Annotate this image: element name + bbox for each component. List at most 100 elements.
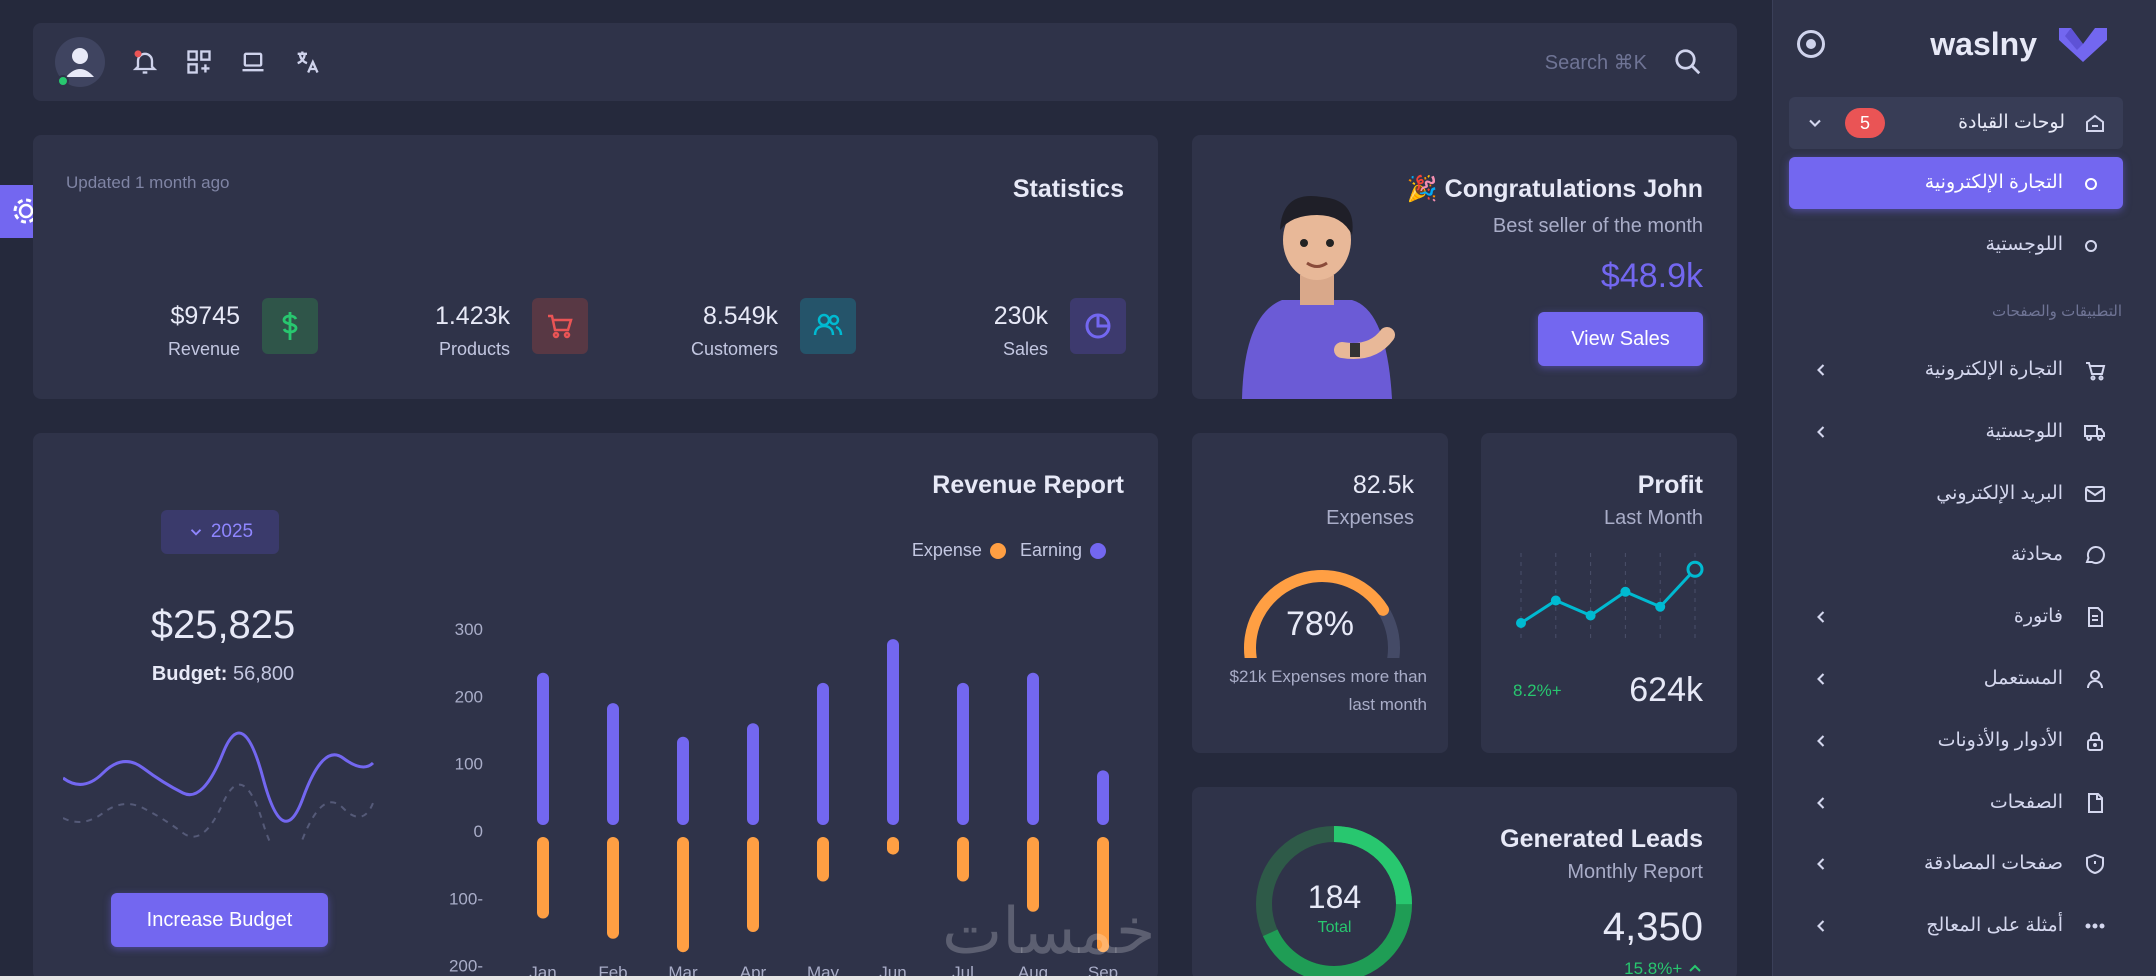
sidebar-item-dots[interactable]: أمثلة على المعالج [1789,900,2123,952]
brand-name[interactable]: waslny [1930,26,2037,62]
bar-earning-feb [607,703,619,825]
bar-earning-mar [677,736,689,825]
chevron-left-icon[interactable] [1811,854,1831,874]
bar-earning-jun [887,639,899,825]
sidebar-item-cart[interactable]: التجارة الإلكترونية [1789,344,2123,396]
leads-total-value: 184 [1307,879,1362,915]
bar-expense-may [817,837,829,882]
revenue-bar-chart: 300 200 100 0 100- 200- Jan Feb Mar Apr May Jun Jul A… [449,620,1118,980]
dollar-icon [262,298,318,354]
sidebar-item-lock[interactable]: الأدوار والأذونات [1789,715,2123,767]
search-icon[interactable] [1673,47,1703,77]
sidebar-collapse-toggle[interactable] [1797,30,1825,58]
search-input[interactable]: Search ⌘K [1544,52,1647,74]
sidebar-item-label: لوحات القيادة [1958,112,2065,133]
user-icon [2087,670,2103,689]
sidebar-item-user[interactable]: المستعمل [1789,653,2123,705]
apps-icon[interactable] [185,48,213,76]
year-dropdown[interactable]: 2025 [161,510,279,554]
leads-change: 15.8%+ [1624,959,1703,979]
stat-label: Products [438,339,510,359]
chevron-left-icon[interactable] [1811,731,1831,751]
pie-chart-icon [1070,298,1126,354]
bar-earning-jan [537,672,549,825]
revenue-report-title: Revenue Report [932,471,1124,499]
sidebar-item-dashboards[interactable]: لوحات القيادة 5 [1789,97,2123,149]
stat-label: Customers [690,339,778,359]
sidebar-item-mail[interactable]: البريد الإلكتروني [1789,468,2123,520]
bell-icon[interactable] [131,48,159,76]
home-icon [2086,114,2104,132]
chevron-left-icon[interactable] [1811,793,1831,813]
sidebar-item-label: البريد الإلكتروني [1936,482,2063,504]
congratulations-title: 🎉 Congratulations John [1406,175,1703,203]
circle-icon [2085,178,2097,190]
translate-icon[interactable] [293,48,321,76]
watermark: خمسات [942,895,1156,969]
expenses-percent: 78% [1285,605,1355,643]
stat-customers: 8.549k Customers [636,298,856,359]
y-tick-label: 200 [455,687,483,706]
y-tick-label: 100- [449,889,483,908]
laptop-icon[interactable] [239,48,267,76]
sidebar: waslny لوحات القيادة 5 التجارة الإلكترون… [1772,0,2156,980]
character-illustration [1242,195,1395,399]
legend-expense[interactable]: Expense [912,540,1006,561]
legend-marker-expense [989,543,1006,560]
legend-marker-earning [1090,543,1106,560]
sidebar-item-truck[interactable]: اللوجستية [1789,406,2123,458]
sidebar-item-label: التجارة الإلكترونية [1924,172,2063,193]
revenue-amount: $25,825 [150,603,296,647]
congratulations-subtitle: Best seller of the month [1492,215,1703,237]
chevron-left-icon[interactable] [1811,669,1831,689]
bar-expense-aug [1027,837,1039,912]
profit-point [1655,601,1666,612]
statistics-card: Statistics Updated 1 month ago 230k Sale… [33,135,1158,399]
sidebar-subitem-ecommerce[interactable]: التجارة الإلكترونية [1789,157,2123,209]
profit-title: Profit [1637,471,1703,499]
chevron-left-icon[interactable] [1811,916,1831,936]
sidebar-item-invoice[interactable]: فاتورة [1789,591,2123,643]
stat-value: 230k [993,302,1048,330]
x-tick-label: Jan [529,963,556,980]
chevron-left-icon[interactable] [1811,422,1831,442]
sidebar-item-label: فاتورة [2013,606,2063,628]
sidebar-item-file[interactable]: الصفحات [1789,777,2123,829]
sidebar-subitem-logistics[interactable]: اللوجستية [1789,219,2123,271]
profit-point [1516,618,1526,628]
sidebar-item-label: الأدوار والأذونات [1937,729,2063,751]
dots-icon [2085,923,2105,929]
stat-value: 1.423k [434,302,510,330]
sidebar-item-label: الصفحات [1989,791,2063,813]
increase-budget-button[interactable]: Increase Budget [111,893,328,947]
budget-text: Budget: 56,800 [33,663,413,686]
congratulations-amount: $48.9k [1600,257,1703,295]
shield-icon [2086,854,2104,875]
brand-logo-icon[interactable] [2057,24,2109,64]
stat-sales: 230k Sales [906,298,1126,359]
profit-line [1520,568,1697,625]
x-tick-label: Jun [879,963,906,980]
chevron-left-icon[interactable] [1811,360,1831,380]
stat-value: $9745 [170,302,240,330]
bar-earning-jul [957,682,969,825]
view-sales-button[interactable]: View Sales [1538,312,1703,366]
sidebar-item-label: محادثة [2010,544,2063,566]
profit-point [1620,586,1631,597]
bar-earning-aug [1027,672,1039,825]
legend-earning[interactable]: Earning [1020,540,1106,561]
leads-donut-chart [1256,826,1412,980]
revenue-report-card: 2025 $25,825 Budget: 56,800 Increase Bud… [33,433,1158,980]
stat-revenue: $9745 Revenue [98,298,318,359]
invoice-icon [2088,607,2103,628]
chevron-left-icon[interactable] [1811,607,1831,627]
cart-icon [532,298,588,354]
sidebar-item-chat[interactable]: محادثة [1789,529,2123,581]
sidebar-item-shield[interactable]: صفحات المصادقة [1789,838,2123,890]
profit-point [1686,560,1704,578]
leads-total-label: Total [1317,919,1352,936]
y-tick-label: 200- [449,957,483,976]
bar-earning-sep [1097,770,1109,825]
x-tick-label: May [807,963,840,980]
mail-icon [2085,485,2105,502]
